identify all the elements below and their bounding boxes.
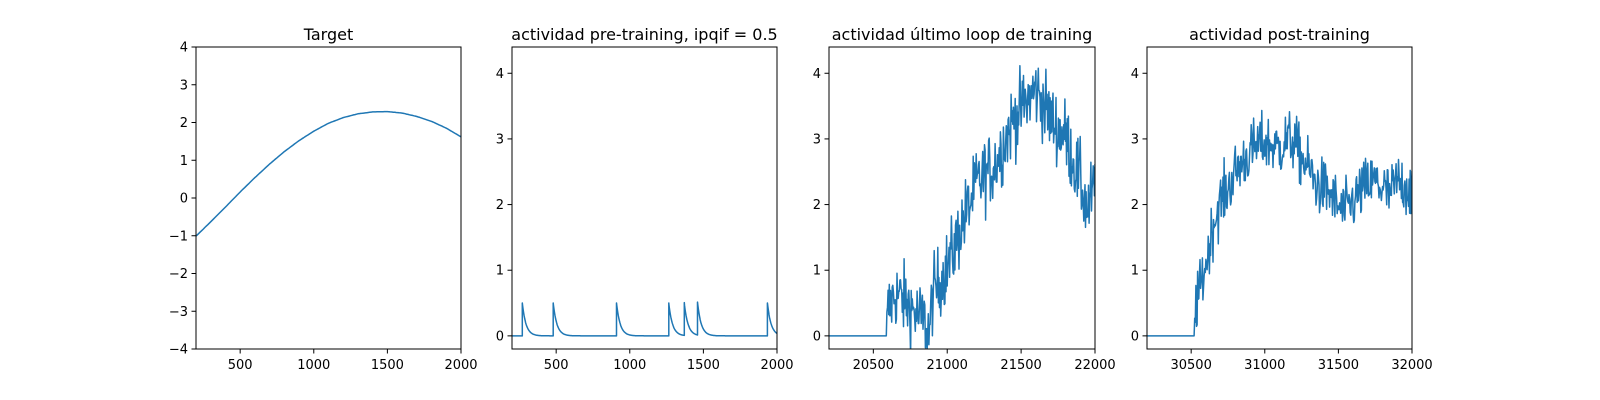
y-tick-label: 3 <box>496 132 504 147</box>
x-tick-label: 32000 <box>1391 358 1432 373</box>
x-tick-label: 31500 <box>1318 358 1359 373</box>
series-line <box>512 301 777 337</box>
panel-pre-training: actividad pre-training, ipqif = 0.5 500 1… <box>496 25 794 373</box>
y-tick-label: 1 <box>496 264 504 279</box>
y-tick-label: −2 <box>169 267 188 282</box>
y-tick-label: 2 <box>496 198 504 213</box>
x-tick-label: 500 <box>228 358 253 373</box>
series-line <box>829 64 1095 349</box>
x-tick-label: 1000 <box>613 358 646 373</box>
series-line <box>1147 109 1412 337</box>
x-tick-label: 22000 <box>1074 358 1115 373</box>
y-tick-label: 2 <box>180 116 188 131</box>
panel-title: actividad post-training <box>1189 25 1370 44</box>
y-tick-label: 0 <box>813 329 821 344</box>
y-tick-label: 4 <box>813 67 821 82</box>
x-tick-label: 500 <box>544 358 569 373</box>
y-tick-label: 1 <box>1131 264 1139 279</box>
y-tick-label: −1 <box>169 229 188 244</box>
x-tick-label: 21500 <box>1000 358 1041 373</box>
y-tick-label: 3 <box>1131 132 1139 147</box>
series-line <box>196 110 461 237</box>
y-tick-label: 4 <box>1131 67 1139 82</box>
y-tick-label: 1 <box>180 154 188 169</box>
plot-area: 20500 21000 21500 22000 0 1 2 3 4 <box>813 46 1116 373</box>
panel-title: Target <box>303 25 354 44</box>
y-tick-label: 0 <box>496 329 504 344</box>
plot-area: 500 1000 1500 2000 0 1 2 3 4 <box>496 46 794 373</box>
x-tick-label: 1500 <box>371 358 404 373</box>
x-tick-label: 2000 <box>444 358 477 373</box>
axes-frame <box>511 46 778 350</box>
y-tick-label: 1 <box>813 264 821 279</box>
y-tick-label: 0 <box>1131 329 1139 344</box>
y-tick-label: 3 <box>180 78 188 93</box>
x-tick-label: 21000 <box>927 358 968 373</box>
y-tick-label: 2 <box>1131 198 1139 213</box>
axes-frame <box>1146 46 1413 350</box>
y-tick-label: 4 <box>496 67 504 82</box>
y-tick-label: 0 <box>180 192 188 207</box>
y-tick-label: 4 <box>180 41 188 56</box>
plot-area: 500 1000 1500 2000 −4 −3 −2 −1 0 1 2 3 4 <box>169 41 478 374</box>
x-tick-label: 2000 <box>760 358 793 373</box>
y-tick-label: −3 <box>169 305 188 320</box>
panel-post-training: actividad post-training 30500 31000 31500 3… <box>1131 25 1433 373</box>
x-tick-label: 30500 <box>1170 358 1211 373</box>
panel-title: actividad pre-training, ipqif = 0.5 <box>511 25 777 44</box>
panel-last-training-loop: actividad último loop de training 20500 2… <box>813 25 1116 373</box>
y-tick-label: −4 <box>169 343 188 358</box>
x-tick-label: 1000 <box>297 358 330 373</box>
x-tick-label: 1500 <box>687 358 720 373</box>
plot-area: 30500 31000 31500 32000 0 1 2 3 4 <box>1131 46 1433 373</box>
axes-frame <box>828 46 1096 350</box>
x-tick-label: 20500 <box>853 358 894 373</box>
x-tick-label: 31000 <box>1244 358 1285 373</box>
panel-target: Target 500 1000 1500 2000 −4 −3 −2 −1 0 1 2 3 4 <box>169 25 478 373</box>
y-tick-label: 2 <box>813 198 821 213</box>
panel-title: actividad último loop de training <box>832 25 1093 44</box>
y-tick-label: 3 <box>813 132 821 147</box>
